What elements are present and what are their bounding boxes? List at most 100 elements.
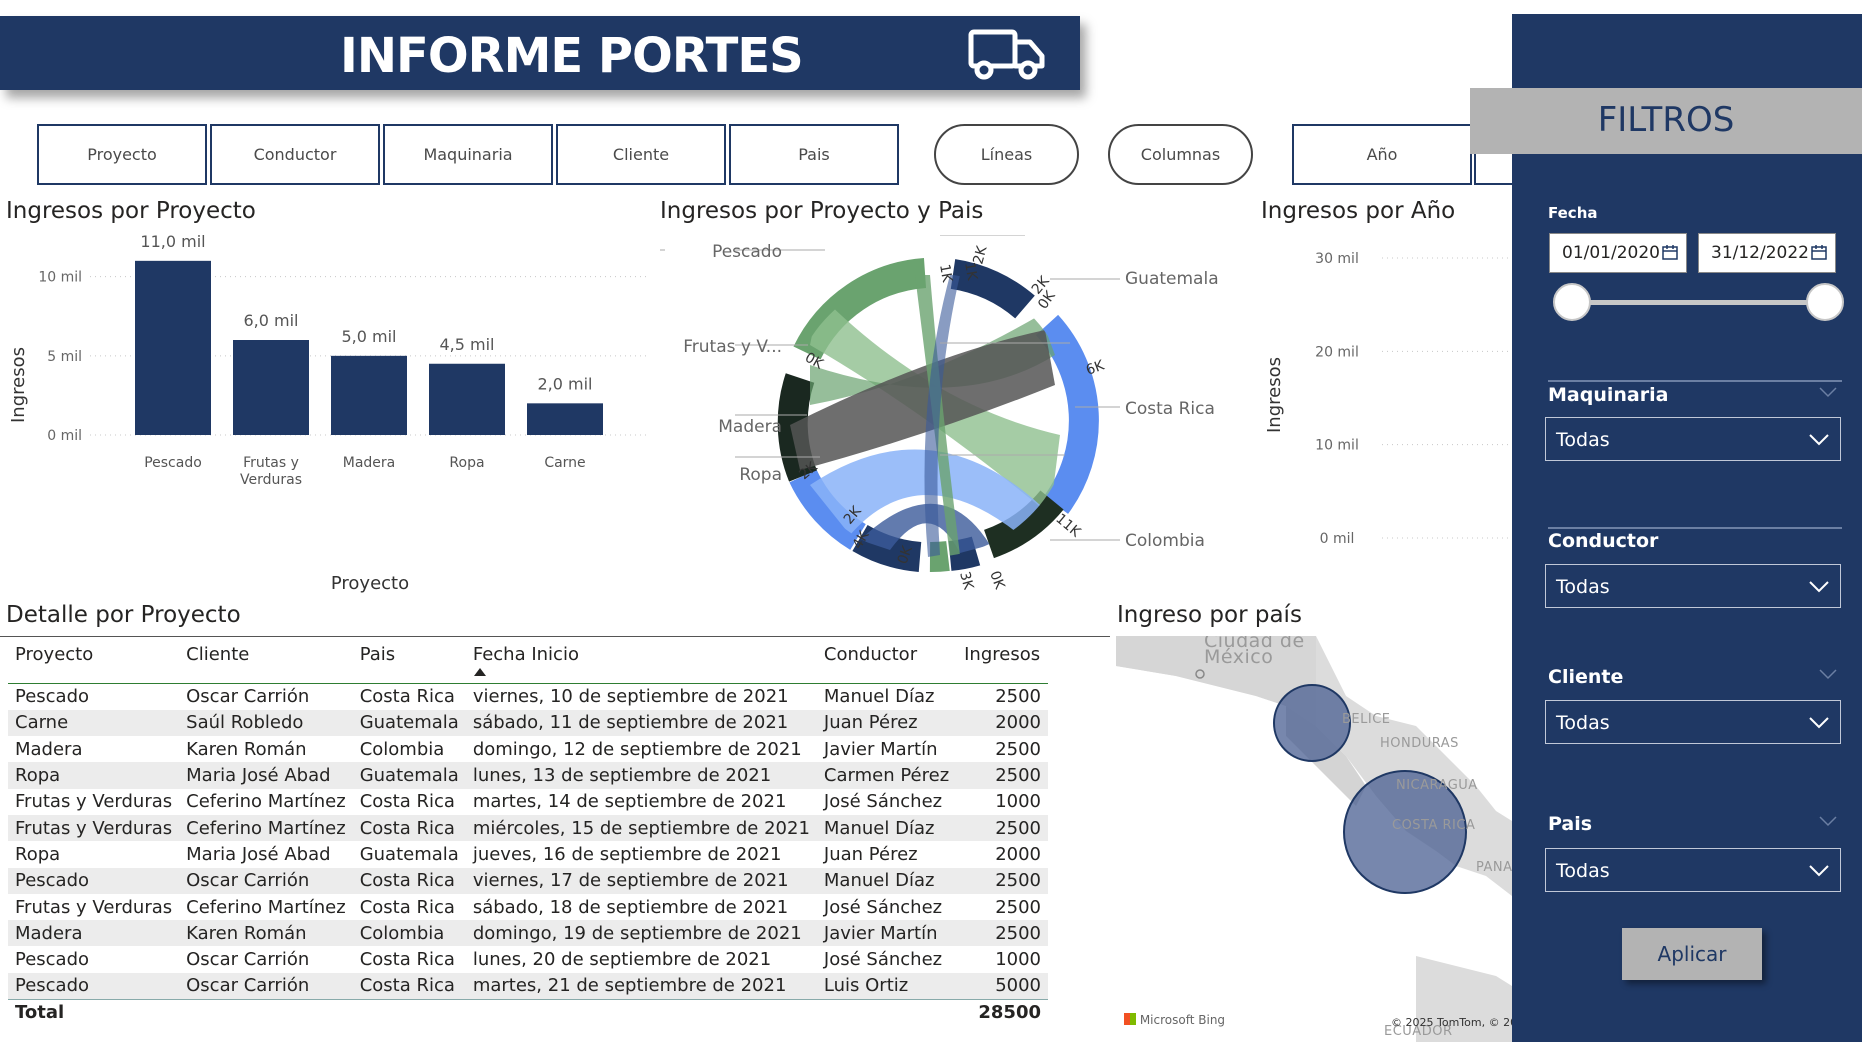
table-cell: Guatemala bbox=[353, 710, 466, 736]
map-label-cdmx-2: México bbox=[1204, 646, 1273, 668]
conductor-select[interactable]: Todas bbox=[1545, 564, 1841, 608]
table-row[interactable]: Pescado Oscar Carrión Costa Rica viernes, 1… bbox=[8, 868, 1048, 894]
total-label: Total bbox=[8, 999, 179, 1025]
table-cell: Maria José Abad bbox=[179, 762, 353, 788]
cliente-select[interactable]: Todas bbox=[1545, 700, 1841, 744]
map-label-honduras: HONDURAS bbox=[1380, 736, 1459, 751]
report-title: INFORME PORTES bbox=[340, 28, 803, 84]
nav-button-conductor[interactable]: Conductor bbox=[210, 124, 380, 185]
table-cell: Pescado bbox=[8, 946, 179, 972]
table-header-row: Proyecto Cliente Pais Fecha Inicio Condu… bbox=[8, 638, 1048, 684]
y-tick-label: 5 mil bbox=[47, 349, 82, 365]
table-row[interactable]: Frutas y Verduras Ceferino Martínez Costa … bbox=[8, 894, 1048, 920]
table-cell: Maria José Abad bbox=[179, 841, 353, 867]
table-cell: Frutas y Verduras bbox=[8, 894, 179, 920]
table-cell: Costa Rica bbox=[353, 789, 466, 815]
table-cell: Costa Rica bbox=[353, 684, 466, 710]
chart-type-lineas-button[interactable]: Líneas bbox=[934, 124, 1079, 185]
table-title: Detalle por Proyecto bbox=[6, 602, 241, 628]
table-cell: Costa Rica bbox=[353, 894, 466, 920]
chevron-down-icon[interactable] bbox=[1819, 386, 1837, 398]
table-row[interactable]: Pescado Oscar Carrión Costa Rica lunes, 20 … bbox=[8, 946, 1048, 972]
date-slider-start-handle[interactable] bbox=[1553, 283, 1591, 321]
bar[interactable] bbox=[331, 356, 407, 435]
date-slider-track[interactable] bbox=[1572, 300, 1824, 305]
table-row[interactable]: Pescado Oscar Carrión Costa Rica viernes, 1… bbox=[8, 684, 1048, 710]
table-cell: Ceferino Martínez bbox=[179, 815, 353, 841]
col-header-cliente[interactable]: Cliente bbox=[179, 638, 353, 684]
nav-button-ano[interactable]: Año bbox=[1292, 124, 1472, 185]
filters-header: FILTROS bbox=[1470, 88, 1862, 154]
table-cell: Colombia bbox=[353, 920, 466, 946]
table-cell: Frutas y Verduras bbox=[8, 789, 179, 815]
table-cell: Costa Rica bbox=[353, 946, 466, 972]
table-cell: 2500 bbox=[957, 894, 1048, 920]
bar[interactable] bbox=[527, 403, 603, 435]
chord-label-guatemala: Guatemala bbox=[1125, 269, 1219, 289]
chord-arc-label: 6K bbox=[1084, 357, 1107, 379]
y-tick-label: 0 mil bbox=[1320, 531, 1355, 547]
col-header-proyecto[interactable]: Proyecto bbox=[8, 638, 179, 684]
date-to-input[interactable]: 31/12/2022 bbox=[1698, 233, 1836, 273]
y-tick-label: 20 mil bbox=[1315, 344, 1359, 360]
col-header-conductor[interactable]: Conductor bbox=[817, 638, 957, 684]
table-cell: 1000 bbox=[957, 946, 1048, 972]
chord-chart: Pescado Frutas y V... Madera Ropa Guatem… bbox=[660, 235, 1260, 590]
bar[interactable] bbox=[135, 261, 211, 435]
table-cell: Oscar Carrión bbox=[179, 946, 353, 972]
report-header: INFORME PORTES bbox=[0, 16, 1080, 90]
nav-button-cliente[interactable]: Cliente bbox=[556, 124, 726, 185]
table-cell: Frutas y Verduras bbox=[8, 815, 179, 841]
apply-filters-button[interactable]: Aplicar bbox=[1622, 928, 1762, 980]
chevron-down-icon[interactable] bbox=[1819, 815, 1837, 827]
calendar-icon[interactable] bbox=[1662, 244, 1678, 260]
table-row[interactable]: Carne Saúl Robledo Guatemala sábado, 11 de … bbox=[8, 710, 1048, 736]
nav-button-proyecto[interactable]: Proyecto bbox=[37, 124, 207, 185]
table-row[interactable]: Ropa Maria José Abad Guatemala jueves, 16 d… bbox=[8, 841, 1048, 867]
col-header-fecha-inicio[interactable]: Fecha Inicio bbox=[466, 638, 817, 684]
bar-chart-title: Ingresos por Proyecto bbox=[6, 198, 256, 224]
x-tick-label: Frutas y bbox=[243, 455, 299, 471]
chord-arc-label: 0K bbox=[986, 569, 1008, 590]
pais-select[interactable]: Todas bbox=[1545, 848, 1841, 892]
date-slider-end-handle[interactable] bbox=[1806, 283, 1844, 321]
table-cell: viernes, 10 de septiembre de 2021 bbox=[466, 684, 817, 710]
chord-arc-label: 1K bbox=[961, 261, 980, 282]
table-cell: Colombia bbox=[353, 736, 466, 762]
table-row[interactable]: Madera Karen Román Colombia domingo, 19 de … bbox=[8, 920, 1048, 946]
chart-type-columnas-button[interactable]: Columnas bbox=[1108, 124, 1253, 185]
maquinaria-select[interactable]: Todas bbox=[1545, 417, 1841, 461]
col-header-ingresos[interactable]: Ingresos bbox=[957, 638, 1048, 684]
date-from-input[interactable]: 01/01/2020 bbox=[1549, 233, 1687, 273]
nav-button-pais[interactable]: Pais bbox=[729, 124, 899, 185]
table-cell: Manuel Díaz bbox=[817, 684, 957, 710]
table-row[interactable]: Ropa Maria José Abad Guatemala lunes, 13 de… bbox=[8, 762, 1048, 788]
map-land bbox=[1116, 636, 1512, 1042]
table-cell: Luis Ortiz bbox=[817, 973, 957, 999]
year-chart: 0 mil10 mil20 mil30 milIngresos bbox=[1262, 235, 1512, 565]
y-axis-label: Ingresos bbox=[8, 347, 29, 423]
chevron-down-icon[interactable] bbox=[1819, 668, 1837, 680]
table-row[interactable]: Pescado Oscar Carrión Costa Rica martes, 21… bbox=[8, 973, 1048, 999]
table-row[interactable]: Madera Karen Román Colombia domingo, 12 de … bbox=[8, 736, 1048, 762]
table-cell: Costa Rica bbox=[353, 868, 466, 894]
country-map[interactable]: Ciudad de México BELICE HONDURAS NICARAG… bbox=[1116, 636, 1512, 1042]
table-cell: Guatemala bbox=[353, 841, 466, 867]
map-bubble-guatemala[interactable] bbox=[1274, 685, 1350, 761]
table-cell: Carne bbox=[8, 710, 179, 736]
bar-data-label: 5,0 mil bbox=[341, 327, 396, 346]
table-row[interactable]: Frutas y Verduras Ceferino Martínez Costa … bbox=[8, 815, 1048, 841]
x-tick-label: Ropa bbox=[449, 455, 484, 471]
table-cell: 2500 bbox=[957, 762, 1048, 788]
bar[interactable] bbox=[429, 364, 505, 435]
bar[interactable] bbox=[233, 340, 309, 435]
map-label-costa-rica: COSTA RICA bbox=[1392, 818, 1475, 833]
col-header-pais[interactable]: Pais bbox=[353, 638, 466, 684]
table-cell: Costa Rica bbox=[353, 815, 466, 841]
x-tick-label: Madera bbox=[343, 455, 396, 471]
table-cell: domingo, 19 de septiembre de 2021 bbox=[466, 920, 817, 946]
table-row[interactable]: Frutas y Verduras Ceferino Martínez Costa … bbox=[8, 789, 1048, 815]
calendar-icon[interactable] bbox=[1811, 244, 1827, 260]
table-cell: 2500 bbox=[957, 920, 1048, 946]
nav-button-maquinaria[interactable]: Maquinaria bbox=[383, 124, 553, 185]
